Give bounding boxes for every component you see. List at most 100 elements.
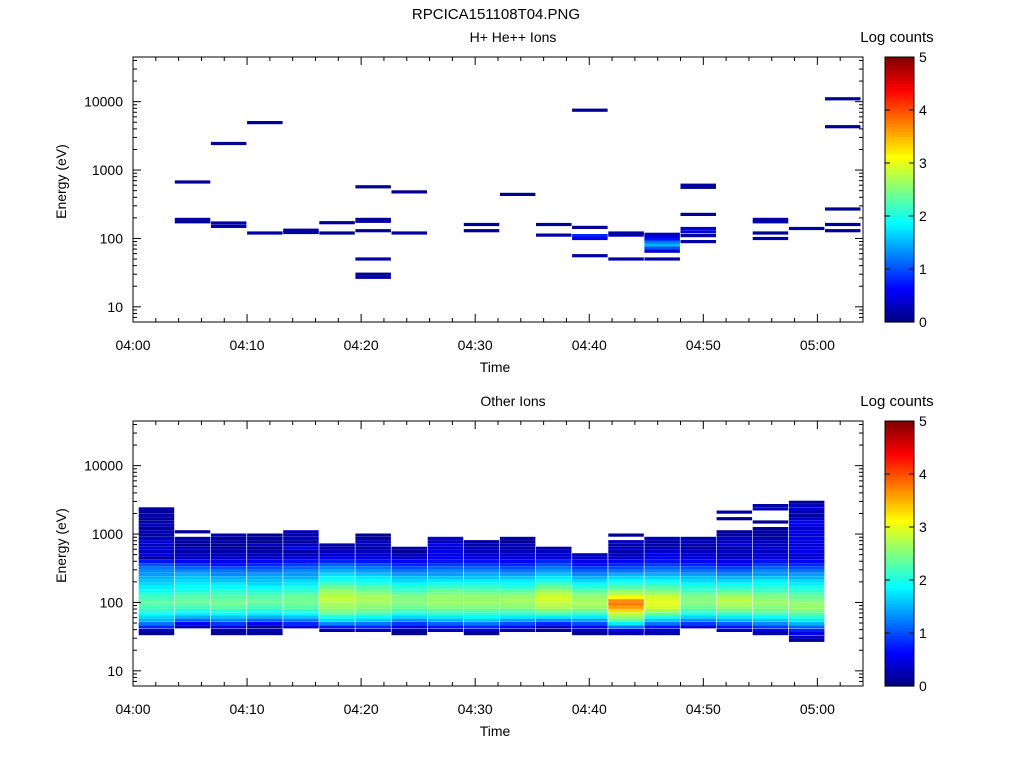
x-tick-label: 04:50	[686, 337, 721, 353]
spectrogram-cell	[174, 612, 211, 616]
colorbar-swatch	[885, 458, 914, 462]
colorbar-swatch	[885, 189, 914, 193]
spectrogram-cell	[138, 507, 175, 511]
spectrogram-cell	[752, 595, 789, 600]
x-tick-label: 04:30	[458, 337, 493, 353]
spectrogram-cell	[716, 615, 753, 619]
spectrogram-cell	[427, 609, 464, 613]
spectrogram-cell	[644, 582, 680, 586]
spectrogram-cell	[680, 540, 716, 544]
colorbar-swatch	[885, 569, 914, 573]
spectrogram-cell	[210, 612, 247, 616]
colorbar-tick-label: 4	[919, 102, 927, 118]
spectrogram-cell	[788, 520, 825, 524]
spectrogram-cell	[391, 618, 427, 622]
spectrogram-cell	[463, 605, 500, 609]
spectrogram-cell	[716, 579, 753, 583]
spectrogram-cell	[572, 569, 608, 573]
colorbar-tick-label: 0	[919, 314, 927, 330]
spectrogram-cell	[319, 546, 355, 550]
spectrogram-cell	[463, 229, 500, 233]
spectrogram-cell	[463, 582, 500, 586]
spectrogram-cell	[355, 579, 391, 583]
spectrogram-cell	[391, 579, 427, 583]
spectrogram-cell	[536, 625, 572, 629]
spectrogram-cell	[355, 563, 391, 567]
spectrogram-cell	[572, 563, 608, 567]
spectrogram-cell	[355, 272, 391, 276]
spectrogram-cell	[174, 536, 211, 540]
spectrogram-cell	[355, 533, 391, 537]
spectrogram	[138, 500, 825, 642]
spectrogram-cell	[391, 563, 427, 567]
spectrogram-cell	[174, 602, 211, 606]
colorbar-swatch	[885, 540, 914, 544]
colorbar-swatch	[885, 651, 914, 655]
colorbar-swatch	[885, 421, 914, 425]
spectrogram-cell	[716, 563, 753, 567]
spectrogram-cell	[788, 500, 825, 504]
spectrogram-cell	[138, 543, 175, 547]
plot-area	[133, 57, 863, 322]
spectrogram-cell	[174, 599, 211, 603]
spectrogram-cell	[210, 605, 247, 609]
colorbar-swatch	[885, 468, 914, 472]
spectrogram-cell	[355, 219, 391, 223]
spectrogram-cell	[174, 550, 211, 554]
spectrogram-cell	[680, 183, 716, 187]
spectrogram-cell	[138, 513, 175, 517]
spectrogram-cell	[174, 579, 211, 583]
colorbar-swatch	[885, 611, 914, 616]
colorbar-swatch	[885, 115, 914, 119]
spectrogram-cell	[463, 579, 500, 583]
spectrogram-cell	[427, 576, 464, 580]
colorbar-swatch	[885, 622, 914, 626]
spectrogram-cell	[680, 550, 716, 554]
spectrogram-cell	[536, 572, 572, 577]
spectrogram-cell	[644, 243, 680, 247]
spectrogram-cell	[788, 566, 825, 570]
spectrogram-cell	[536, 559, 572, 563]
colorbar-swatch	[885, 83, 914, 87]
spectrogram-cell	[319, 553, 355, 557]
spectrogram-cell	[247, 602, 283, 606]
spectrogram-cell	[391, 576, 427, 580]
spectrogram-cell	[680, 185, 716, 189]
colorbar-swatch	[885, 481, 914, 486]
spectrogram-cell	[788, 589, 825, 593]
spectrogram-cell	[247, 121, 283, 125]
colorbar-swatch	[885, 314, 914, 318]
spectrogram-cell	[644, 599, 680, 603]
colorbar-swatch	[885, 75, 914, 79]
colorbar-swatch	[885, 163, 914, 167]
spectrogram-cell	[752, 615, 789, 619]
spectrogram-cell	[608, 550, 644, 554]
spectrogram-cell	[752, 507, 789, 511]
colorbar-swatch	[885, 231, 914, 236]
colorbar-tick-label: 2	[919, 208, 927, 224]
spectrogram-cell	[283, 543, 319, 547]
spectrogram-cell	[608, 615, 644, 619]
spectrogram-cell	[572, 618, 608, 622]
spectrogram-cell	[427, 553, 464, 557]
spectrogram-cell	[210, 224, 247, 228]
x-tick-label: 05:00	[800, 337, 835, 353]
spectrogram-cell	[283, 599, 319, 603]
figure-title: RPCICA151108T04.PNG	[412, 6, 580, 23]
spectrogram-cell	[608, 569, 644, 573]
spectrogram-cell	[644, 628, 680, 632]
spectrogram-cell	[680, 625, 716, 629]
spectrogram-cell	[138, 566, 175, 570]
spectrogram-cell	[499, 618, 536, 622]
spectrogram-cell	[210, 586, 247, 590]
spectrogram-cell	[391, 572, 427, 577]
spectrogram-cell	[391, 609, 427, 613]
spectrogram-cell	[644, 605, 680, 609]
colorbar-tick-label: 5	[919, 413, 927, 429]
spectrogram-cell	[572, 628, 608, 632]
colorbar-swatch	[885, 287, 914, 291]
spectrogram-cell	[283, 533, 319, 537]
colorbar-swatch	[885, 670, 914, 674]
colorbar-swatch	[885, 155, 914, 159]
x-tick-label: 04:40	[572, 701, 607, 717]
